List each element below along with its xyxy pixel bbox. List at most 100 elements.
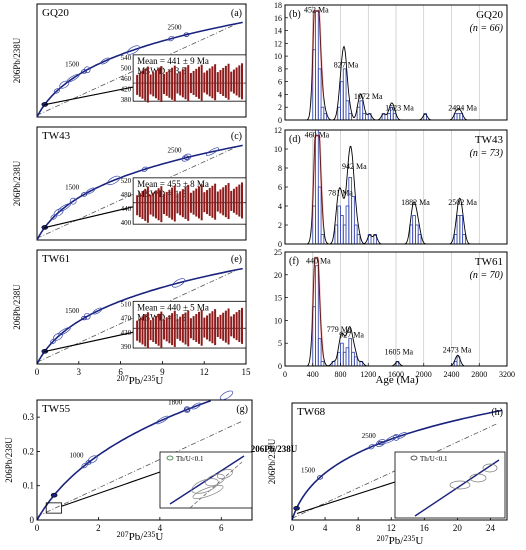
error-bar [146,312,149,349]
y-axis-label: 206Pb/238U [12,37,22,83]
panel-letter: (f) [289,256,299,267]
error-bar [184,187,187,220]
x-tick-label: 16 [420,523,430,533]
error-bar [187,65,190,102]
y-tick-label: 20 [274,271,282,280]
x-tick-label: 0 [35,367,40,377]
panel-c-concordia: 1500 2500 TW43 (c) 206Pb/238U Mean = 455 ± 8 … [12,126,247,241]
inset-y-tick-label: 510 [121,300,132,308]
concordia-x-axis-title-g: 207Pb/235U [117,530,164,543]
inset-y-tick-label: 420 [121,86,132,94]
x-tick-label: 9 [160,367,165,377]
weighted-mean-inset [132,177,247,225]
error-bar [149,194,152,215]
main-peak-highlight [311,134,324,238]
error-bar [235,186,238,215]
concordia-age-label: 2500 [168,147,183,155]
error-bar [160,311,163,348]
error-bar [165,71,168,96]
inset-concordia [414,459,500,517]
analysis-ellipse [57,327,71,336]
concordia-tick-1500 [81,192,88,197]
histogram-bar [417,234,422,245]
inset-pointer [43,206,134,229]
error-bar [241,63,243,100]
y-tick-label: 16 [274,14,282,23]
x-tick-label: 3200 [499,370,515,379]
error-bar [192,316,195,341]
error-bar [222,312,225,341]
y-tick-label: 18 [274,1,282,10]
reference-line [36,146,236,239]
analysis-ellipse [384,435,398,444]
histogram-bar [392,113,397,121]
error-bar [138,318,141,343]
error-bar [163,73,166,94]
concordia-x-axis-title-h: 207Pb/235U [377,534,424,547]
analysis-ellipse [52,332,63,341]
y-axis-label: 206Pb/238U [12,160,22,206]
x-tick-label: 4 [323,523,328,533]
inset-ellipse [205,473,225,487]
y-tick-label: 25 [274,248,282,257]
error-bar [238,309,241,342]
error-bar [208,313,211,342]
error-bar [208,68,211,97]
error-bar [163,194,166,215]
error-bar [141,70,144,99]
analysis-ellipse [392,434,400,441]
x-label-mid: Pb/ [129,375,145,387]
x-tick-label: 8 [356,523,361,533]
concordia-age-label: 2500 [168,24,183,32]
histogram-bar [362,113,366,121]
peak-age-label: 827 Ma [334,61,359,70]
error-bar [163,319,166,340]
y-tick-label: 0.2 [23,446,34,456]
analysis-ellipse [397,432,407,439]
error-bar [138,72,141,97]
error-bar [157,68,160,101]
peak-age-label: 2502 Ma [448,198,477,207]
error-bar [216,191,219,212]
error-bar [152,317,155,342]
panel-h-concordia: 1500 2500 0 4 8 12 16 20 24 TW68 (h) 206Pb/238U Th/U… [251,402,508,533]
analysis-ellipse [49,338,57,345]
y-tick-label: 0 [278,116,282,125]
y-tick-label: 2 [278,103,282,112]
error-bar [197,311,200,344]
histogram-bar [320,234,325,245]
error-bar [144,314,147,347]
x-label-sup2: 235 [403,534,415,543]
y-tick-label: 12 [274,39,282,48]
error-bar [241,307,243,344]
young-cluster [50,492,58,498]
error-bar [141,191,144,220]
inset-ellipse [469,473,487,483]
histogram-bar [320,360,325,367]
plot-frame [291,402,508,521]
x-label-sup: 207 [117,530,129,539]
analysis-ellipse [181,153,192,162]
analysis-ellipse [92,307,103,315]
analysis-ellipse [172,278,186,288]
panel-g-concordia: 1000 1800 0 2 4 6 0 0.1 0.2 0.3 TW55 (g) 206Pb/238U T… [4,390,253,533]
error-bar [206,70,209,95]
y-tick-label: 0.3 [23,412,35,422]
error-bar [216,72,219,93]
x-tick-label: 3 [77,367,82,377]
error-bar [200,64,203,101]
y-tick-label: 8 [278,65,282,74]
inset-pointer [43,86,134,106]
peak-age-label: 942 Ma [342,162,367,171]
y-tick-label: 2 [278,221,282,230]
zoom-pointer [61,471,161,507]
analysis-ellipse [50,214,57,220]
error-bar [235,67,238,96]
inset-y-tick-label: 470 [121,315,132,323]
error-bar [232,188,235,213]
analysis-ellipse [206,147,220,156]
weighted-mean-value: Mean = 455 ± 8 Ma [137,179,209,189]
weighted-mean-inset [132,54,247,102]
error-bar [168,315,171,344]
panel-letter: (d) [289,134,301,145]
